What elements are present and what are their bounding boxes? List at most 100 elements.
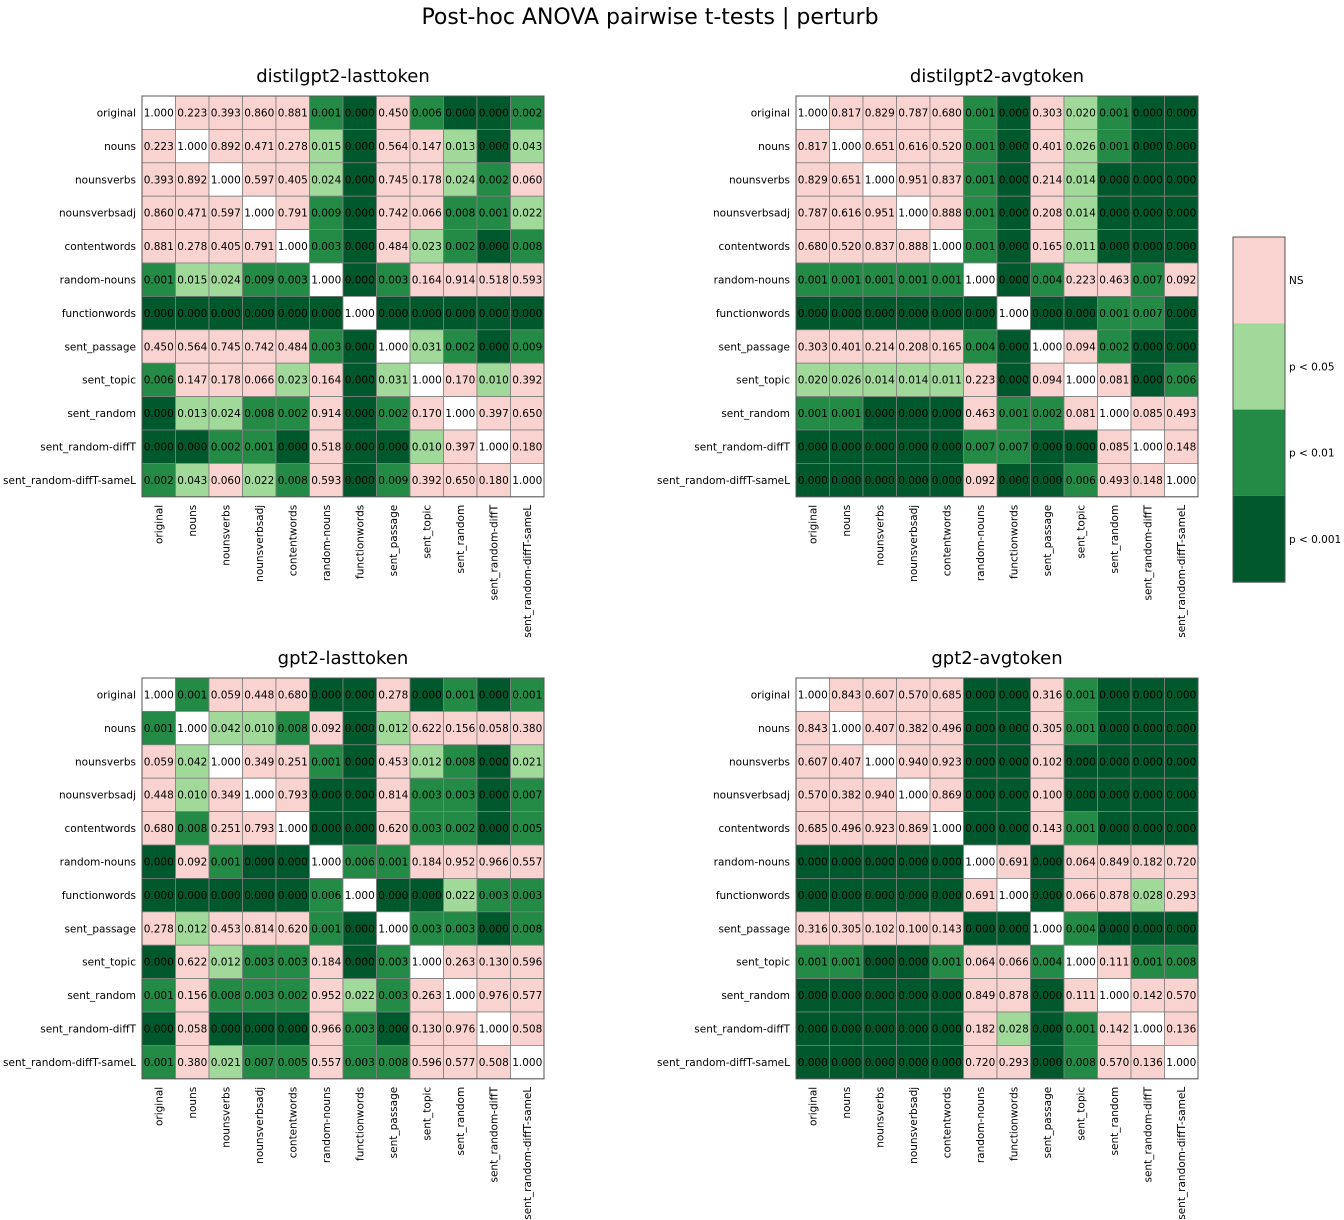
cell-value: 1.000 (244, 208, 274, 220)
heatmap-cell (476, 195, 511, 230)
cell-value: 0.024 (445, 174, 475, 186)
heatmap-cell (1030, 978, 1065, 1013)
heatmap-cell (929, 396, 964, 431)
cell-value: 0.020 (798, 375, 828, 387)
cell-value: 0.003 (512, 890, 542, 902)
x-tick-label: contentwords (288, 505, 300, 576)
cell-value: 0.008 (177, 823, 207, 835)
cell-value: 0.013 (445, 141, 475, 153)
cell-value: 0.000 (1166, 308, 1196, 320)
cell-value: 0.000 (865, 1024, 895, 1036)
cell-value: 1.000 (1166, 1057, 1196, 1069)
cell-value: 0.000 (378, 1024, 408, 1036)
cell-value: 0.000 (378, 308, 408, 320)
cell-value: 0.001 (831, 957, 861, 969)
heatmap-cell (862, 744, 897, 779)
cell-value: 0.607 (865, 690, 895, 702)
heatmap-cell (1164, 396, 1199, 431)
cell-value: 0.622 (412, 723, 442, 735)
cell-value: 0.031 (412, 341, 442, 353)
heatmap-cell (510, 677, 545, 712)
heatmap-cell (342, 362, 377, 398)
cell-value: 0.000 (479, 341, 509, 353)
cell-value: 0.000 (1133, 208, 1163, 220)
cell-value: 0.066 (412, 208, 442, 220)
cell-value: 0.000 (211, 308, 241, 320)
cell-value: 0.022 (244, 475, 274, 487)
y-tick-label: sent_random (67, 408, 136, 420)
y-tick-label: sent_random-diffT-sameL (3, 1057, 136, 1069)
cell-value: 0.001 (1066, 823, 1096, 835)
cell-value: 0.382 (831, 790, 861, 802)
heatmap-cell (862, 811, 897, 846)
y-tick-label: sent_passage (64, 923, 136, 935)
cell-value: 0.006 (345, 857, 375, 869)
cell-value: 0.007 (999, 442, 1029, 454)
heatmap-cell (996, 744, 1031, 779)
cell-value: 0.000 (479, 790, 509, 802)
heatmap-cell (175, 229, 210, 264)
y-tick-label: nounsverbs (75, 174, 136, 186)
heatmap-cell (929, 811, 964, 846)
legend-swatch-p05 (1233, 323, 1285, 410)
heatmap-cell (963, 911, 998, 946)
y-tick-label: functionwords (62, 308, 136, 320)
cell-value: 0.450 (378, 108, 408, 120)
heatmap-cell (896, 362, 931, 398)
cell-value: 0.382 (898, 723, 928, 735)
heatmap-cell (829, 229, 864, 264)
cell-value: 0.001 (311, 108, 341, 120)
heatmap-cell (175, 362, 210, 398)
cell-value: 0.028 (1133, 890, 1163, 902)
cell-value: 0.680 (278, 690, 308, 702)
heatmap-cell (443, 195, 478, 230)
heatmap-cell (929, 295, 964, 331)
heatmap-cell (1030, 229, 1065, 264)
cell-value: 0.111 (1066, 990, 1096, 1002)
heatmap-cell (1164, 711, 1199, 746)
x-tick-label: random-nouns (975, 505, 987, 581)
cell-value: 0.000 (144, 308, 174, 320)
cell-value: 0.004 (965, 341, 995, 353)
cell-value: 0.397 (445, 442, 475, 454)
cell-value: 0.094 (1066, 341, 1096, 353)
heatmap-cell (1130, 462, 1165, 498)
heatmap-cell (141, 295, 176, 331)
cell-value: 1.000 (965, 857, 995, 869)
cell-value: 0.002 (278, 408, 308, 420)
heatmap-cell (829, 396, 864, 431)
cell-value: 0.000 (1133, 375, 1163, 387)
heatmap-cell (242, 777, 277, 813)
cell-value: 0.453 (211, 923, 241, 935)
cell-value: 0.000 (345, 475, 375, 487)
cell-value: 0.081 (1066, 408, 1096, 420)
cell-value: 0.448 (244, 690, 274, 702)
cell-value: 0.000 (1032, 1057, 1062, 1069)
heatmap-cell (376, 944, 411, 980)
heatmap-cell (929, 128, 964, 164)
cell-value: 0.305 (1032, 723, 1062, 735)
cell-value: 1.000 (1032, 341, 1062, 353)
heatmap-cell (376, 811, 411, 846)
cell-value: 0.616 (831, 208, 861, 220)
heatmap-cell (342, 162, 377, 197)
heatmap-cell (275, 229, 310, 264)
heatmap-cell (1030, 744, 1065, 779)
heatmap-cell (376, 1045, 411, 1080)
cell-value: 0.570 (898, 690, 928, 702)
cell-value: 0.000 (831, 857, 861, 869)
cell-value: 0.316 (798, 923, 828, 935)
cell-value: 0.496 (932, 723, 962, 735)
x-tick-label: original (808, 1087, 820, 1126)
cell-value: 0.000 (244, 1024, 274, 1036)
cell-value: 0.278 (144, 923, 174, 935)
cell-value: 0.791 (244, 241, 274, 253)
cell-value: 0.650 (445, 475, 475, 487)
cell-value: 0.000 (999, 208, 1029, 220)
x-tick-label: sent_topic (1076, 505, 1088, 559)
cell-value: 0.976 (479, 990, 509, 1002)
heatmap-cell (342, 978, 377, 1013)
y-tick-label: sent_topic (82, 957, 136, 969)
y-tick-label: nouns (104, 141, 136, 153)
